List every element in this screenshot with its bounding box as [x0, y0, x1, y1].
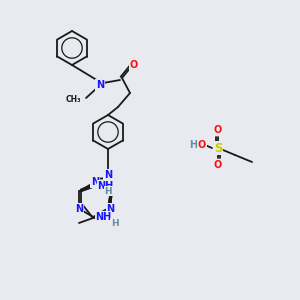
- Text: CH₃: CH₃: [65, 95, 81, 104]
- Text: N: N: [75, 204, 83, 214]
- Text: N: N: [106, 204, 115, 214]
- Text: NH: NH: [95, 212, 112, 222]
- Text: N: N: [104, 170, 112, 180]
- Text: H: H: [189, 140, 197, 150]
- Text: H: H: [105, 187, 112, 196]
- Text: O: O: [198, 140, 206, 150]
- Text: S: S: [214, 142, 222, 154]
- Text: O: O: [214, 160, 222, 170]
- Text: N: N: [96, 80, 104, 90]
- Text: N: N: [91, 177, 99, 187]
- Text: O: O: [130, 60, 138, 70]
- Text: O: O: [214, 125, 222, 135]
- Text: NH: NH: [98, 181, 114, 191]
- Text: H: H: [111, 218, 119, 227]
